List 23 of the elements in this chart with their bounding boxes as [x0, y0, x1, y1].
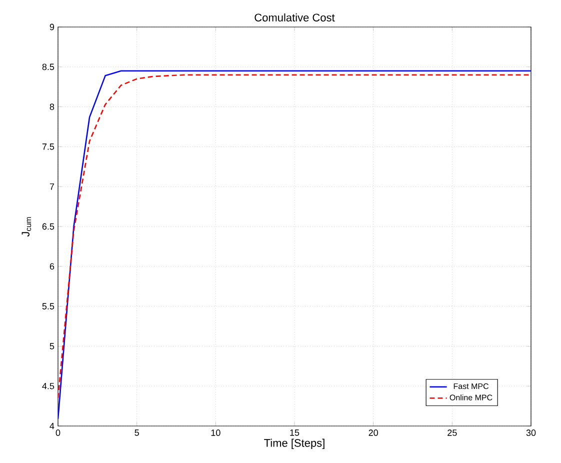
- x-tick-label: 5: [134, 430, 139, 436]
- y-tick-label: 6: [50, 263, 54, 270]
- y-tick-label: 7.5: [42, 144, 54, 150]
- legend-label: Fast MPC: [454, 383, 488, 390]
- x-tick-label: 30: [526, 430, 536, 436]
- y-axis-title: J$_{cum}$: [22, 217, 32, 237]
- chart-title: Comulative Cost: [254, 13, 335, 22]
- y-tick-label: 9: [50, 24, 54, 30]
- y-tick-label: 5: [50, 343, 54, 350]
- x-tick-label: 0: [56, 430, 60, 436]
- y-tick-label: 8.5: [42, 64, 54, 70]
- y-tick-label: 4.5: [42, 382, 54, 390]
- y-tick-label: 4: [50, 422, 54, 430]
- y-tick-label: 8: [50, 104, 54, 110]
- x-axis-title: Time [Steps]: [264, 438, 324, 450]
- y-tick-label: 7: [50, 184, 54, 190]
- y-tick-label: 5.5: [42, 303, 54, 310]
- x-tick-label: 25: [448, 430, 457, 436]
- legend-label: Online MPC: [450, 394, 492, 400]
- x-tick-label: 20: [368, 430, 378, 436]
- x-tick-label: 15: [290, 430, 300, 436]
- x-tick-label: 10: [211, 430, 220, 436]
- y-tick-label: 6.5: [42, 223, 54, 230]
